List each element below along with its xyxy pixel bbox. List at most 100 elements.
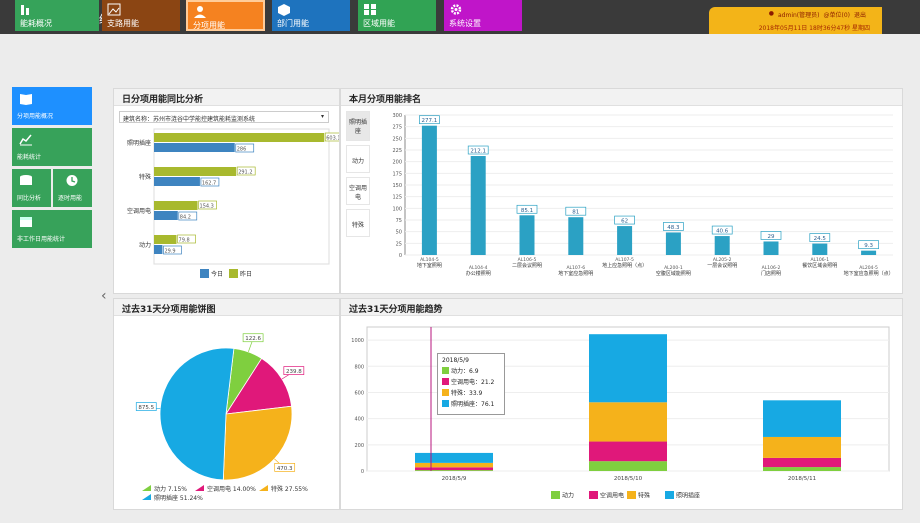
rank-bar — [763, 241, 779, 255]
data-label: 277.1 — [422, 118, 438, 124]
rank-bar — [665, 232, 681, 255]
data-label-box — [516, 204, 538, 214]
x-tick-label: AL106-2 — [762, 265, 781, 271]
panel-title: 过去31天分项用能饼图 — [114, 299, 339, 316]
y-tick-label: 200 — [392, 160, 402, 166]
data-label: 62 — [621, 219, 628, 225]
legend-swatch — [259, 485, 268, 491]
data-label: 29 — [768, 234, 775, 240]
tab-aircon[interactable]: 空调用电 — [346, 177, 370, 205]
rank-bar — [519, 215, 535, 255]
module-department-energy[interactable]: 部门用能 — [272, 0, 350, 31]
database-icon — [20, 175, 32, 185]
user-name[interactable]: admin(管理员) — [778, 12, 820, 19]
rank-bar — [568, 217, 584, 255]
stacked-bar-segment — [415, 462, 493, 468]
sidebar-item-nonworkday[interactable]: 非工作日用能统计 — [12, 210, 92, 248]
data-label-box — [242, 333, 264, 343]
x-tick-sublabel: 地上应急照明（点） — [602, 262, 647, 269]
data-label: 162.7 — [202, 181, 216, 187]
sidebar-label: 逐时用能 — [58, 195, 83, 202]
sidebar-item-statistics[interactable]: 能耗统计 — [12, 128, 92, 166]
sidebar-item-yoy[interactable]: 同比分析 — [12, 169, 51, 207]
legend-label: 空调用电 14.00% — [207, 485, 256, 493]
data-label-box — [177, 234, 196, 244]
data-label-box — [274, 463, 296, 472]
tab-lighting[interactable]: 照明插座 — [346, 111, 370, 141]
data-label-box — [858, 240, 879, 250]
data-label: 212.1 — [470, 149, 486, 155]
y-tick-label: 75 — [396, 218, 402, 224]
x-tick-sublabel: 二层会议照明 — [512, 262, 542, 269]
sidebar-item-hourly[interactable]: 逐时用能 — [53, 169, 92, 207]
datetime: 2018年05月11日 18时36分47秒 星期四 — [758, 25, 870, 32]
x-tick-label: 2018/5/11 — [788, 476, 816, 482]
stacked-bar-segment — [763, 467, 841, 471]
data-label-box — [200, 177, 220, 187]
legend-swatch — [551, 491, 560, 499]
category-label: 特殊 — [139, 173, 151, 181]
data-label-box — [467, 145, 489, 155]
data-label-box — [236, 166, 256, 176]
logout-link[interactable]: 退出 — [853, 12, 866, 19]
y-tick-label: 275 — [392, 125, 402, 131]
sidebar-item-overview[interactable]: 分项用能概况 — [12, 87, 92, 125]
data-label: 470.3 — [277, 466, 293, 472]
y-tick-label: 400 — [354, 417, 364, 423]
stacked-bar-segment — [589, 441, 667, 462]
data-label: 40.6 — [716, 229, 729, 235]
sidebar-label: 同比分析 — [17, 195, 42, 202]
plot-frame — [153, 128, 330, 265]
legend-label: 动力 7.15% — [154, 485, 187, 493]
data-label-box — [283, 366, 305, 375]
notice-link[interactable]: @单位(0) — [823, 12, 850, 19]
user-info-box: ● admin(管理员) @单位(0) 退出 2018年05月11日 18时36… — [709, 7, 882, 34]
legend-label: 昨日 — [240, 270, 252, 278]
legend-swatch — [229, 269, 238, 278]
chevron-down-icon: ▾ — [320, 113, 324, 120]
y-tick-label: 50 — [396, 230, 402, 236]
user-icon: ● — [768, 10, 774, 17]
data-label-box — [565, 206, 587, 216]
module-label: 分项用能 — [193, 21, 225, 30]
legend-swatch — [627, 491, 636, 499]
tab-power[interactable]: 动力 — [346, 145, 370, 173]
data-label-box — [809, 233, 831, 242]
legend-label: 今日 — [211, 270, 223, 278]
sidebar-label: 非工作日用能统计 — [17, 236, 66, 243]
x-tick-label: AL104-5 — [420, 257, 439, 263]
module-branch-energy[interactable]: 支路用能 — [102, 0, 180, 31]
panel-pie: 过去31天分项用能饼图 122.6 239.8 470.3 875.5 动力 7.15%… — [113, 298, 340, 510]
legend-swatch — [589, 491, 598, 499]
x-tick-label: 2018/5/9 — [442, 476, 467, 482]
legend-swatch — [200, 269, 209, 278]
data-label-box — [235, 143, 255, 153]
module-system-settings[interactable]: 系统设置 — [444, 0, 522, 31]
building-select[interactable]: 建筑名称：苏州市涟谷中学能控建筑能耗监测系统 ▾ — [119, 111, 329, 123]
stacked-bar-segment — [763, 400, 841, 437]
data-label: 79.8 — [179, 238, 190, 244]
pie-slice — [159, 347, 235, 481]
data-label: 81 — [572, 210, 579, 216]
legend-label: 特殊 27.55% — [271, 485, 308, 493]
y-tick-label: 150 — [392, 183, 402, 189]
y-tick-label: 600 — [354, 390, 364, 396]
panel-ranking: 本月分项用能排名 照明插座 动力 空调用电 特殊 0 25 50 75 100 125 15… — [340, 88, 903, 294]
y-tick-label: 250 — [392, 136, 402, 142]
x-tick-sublabel: 门店照明 — [761, 270, 781, 277]
module-label: 支路用能 — [107, 19, 139, 28]
x-tick-label: AL205-2 — [713, 257, 732, 263]
data-label: 48.3 — [667, 225, 680, 231]
legend-swatch — [142, 485, 151, 491]
module-itemized-energy[interactable]: 分项用能 — [186, 0, 265, 31]
sidebar-collapse-icon[interactable]: ‹ — [101, 288, 107, 304]
module-energy-overview[interactable]: 能耗概况 — [15, 0, 99, 31]
panel-title: 本月分项用能排名 — [341, 89, 902, 106]
module-area-energy[interactable]: 区域用能 — [358, 0, 436, 31]
tooltip-row: 空调用电：21.2 — [451, 379, 495, 386]
data-label: 291.2 — [238, 170, 252, 176]
rank-bar — [617, 226, 633, 255]
legend-swatch — [142, 494, 151, 500]
data-label: 122.6 — [245, 336, 261, 342]
tab-special[interactable]: 特殊 — [346, 209, 370, 237]
